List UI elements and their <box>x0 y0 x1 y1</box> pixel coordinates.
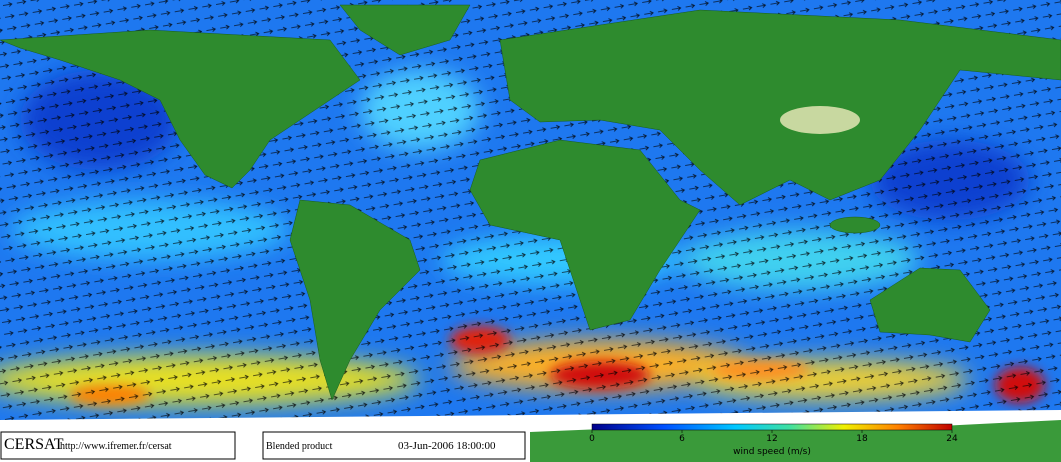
colorbar-tick-label: 12 <box>766 434 777 444</box>
colorbar-label: wind speed (m/s) <box>733 447 811 457</box>
logo-box: CERSAT http://www.ifremer.fr/cersat <box>0 431 236 460</box>
product-date: 03-Jun-2006 18:00:00 <box>398 440 496 452</box>
colorbar-tick-label: 0 <box>589 434 595 444</box>
colorbar-ramp <box>591 423 953 431</box>
product-box: Blended product 03-Jun-2006 18:00:00 <box>262 431 526 460</box>
land <box>0 4 1061 462</box>
product-name: Blended product <box>266 441 333 452</box>
colorbar-tick-label: 18 <box>856 434 868 444</box>
colorbar-tick-label: 24 <box>946 434 958 444</box>
colorbar: wind speed (m/s) 0 6 12 18 24 <box>589 423 958 457</box>
logo: CERSAT <box>4 436 64 453</box>
colorbar-tick-label: 6 <box>679 434 685 444</box>
url[interactable]: http://www.ifremer.fr/cersat <box>60 441 172 452</box>
